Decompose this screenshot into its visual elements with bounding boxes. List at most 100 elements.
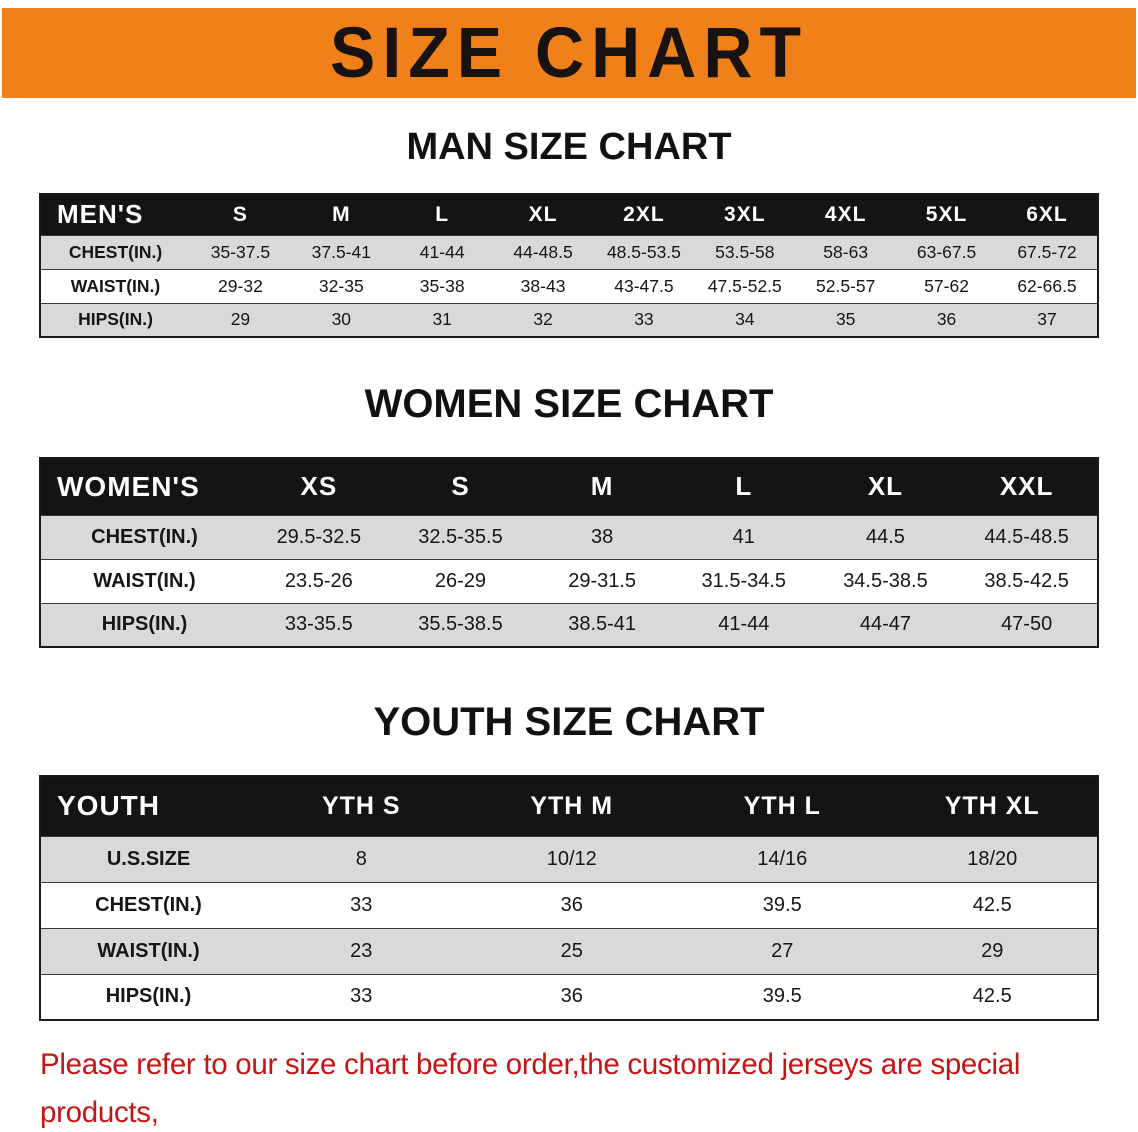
table-cell: 47.5-52.5 xyxy=(694,268,796,303)
table-cell: 43-47.5 xyxy=(593,268,695,303)
table-row: CHEST(IN.) 29.5-32.5 32.5-35.5 38 41 44.5 44.5… xyxy=(40,514,1098,559)
table-cell: 25 xyxy=(466,927,677,974)
table-cell: 41-44 xyxy=(391,234,493,269)
column-header: YTH M xyxy=(466,776,677,836)
table-cell: 36 xyxy=(466,881,677,928)
column-header: YTH S xyxy=(256,776,467,836)
table-cell: 62-66.5 xyxy=(997,268,1098,303)
row-label: CHEST(IN.) xyxy=(40,514,248,559)
table-row: CHEST(IN.) 33 36 39.5 42.5 xyxy=(40,881,1098,928)
youth-section-heading: YOUTH SIZE CHART xyxy=(373,700,765,744)
men-section-heading: MAN SIZE CHART xyxy=(406,126,732,168)
table-cell: 44.5-48.5 xyxy=(956,514,1098,559)
table-cell: 33 xyxy=(256,973,467,1020)
table-cell: 29 xyxy=(887,927,1098,974)
column-header: 6XL xyxy=(997,194,1098,235)
table-cell: 58-63 xyxy=(795,234,897,269)
row-label: WAIST(IN.) xyxy=(40,268,190,303)
table-cell: 18/20 xyxy=(887,835,1098,882)
table-cell: 14/16 xyxy=(677,835,888,882)
table-cell: 63-67.5 xyxy=(896,234,997,269)
table-cell: 34 xyxy=(694,302,796,337)
row-label: WAIST(IN.) xyxy=(40,927,256,974)
table-header-row: YOUTH YTH S YTH M YTH L YTH XL xyxy=(40,776,1098,836)
table-cell: 32-35 xyxy=(290,268,392,303)
table-cell: 34.5-38.5 xyxy=(814,558,957,603)
table-cell: 32.5-35.5 xyxy=(389,514,532,559)
table-cell: 29.5-32.5 xyxy=(248,514,390,559)
row-label: CHEST(IN.) xyxy=(40,234,190,269)
column-header: L xyxy=(672,458,815,515)
column-header: 2XL xyxy=(593,194,695,235)
table-cell: 38.5-41 xyxy=(531,602,673,647)
table-cell: 8 xyxy=(256,835,467,882)
page-title: SIZE CHART xyxy=(330,13,808,93)
table-cell: 41 xyxy=(672,514,815,559)
table-row: CHEST(IN.) 35-37.5 37.5-41 41-44 44-48.5 48.5… xyxy=(40,234,1098,269)
table-cell: 10/12 xyxy=(466,835,677,882)
table-cell: 27 xyxy=(677,927,888,974)
table-row: HIPS(IN.) 33 36 39.5 42.5 xyxy=(40,973,1098,1020)
youth-size-section: YOUTH SIZE CHART YOUTH YTH S YTH M YTH L YTH… xyxy=(0,700,1138,1021)
table-cell: 44-48.5 xyxy=(492,234,594,269)
table-cell: 32 xyxy=(492,302,594,337)
column-header: S xyxy=(190,194,291,235)
disclaimer: Please refer to our size chart before or… xyxy=(40,1041,1108,1132)
women-size-section: WOMEN SIZE CHART WOMEN'S XS S M L XL XXL CHEST(… xyxy=(0,382,1138,648)
row-label: HIPS(IN.) xyxy=(40,602,248,647)
table-cell: 44-47 xyxy=(814,602,957,647)
table-cell: 36 xyxy=(896,302,997,337)
table-cell: 37.5-41 xyxy=(290,234,392,269)
table-cell: 29 xyxy=(190,302,291,337)
table-cell: 35-37.5 xyxy=(190,234,291,269)
table-cell: 39.5 xyxy=(677,973,888,1020)
table-row: WAIST(IN.) 23 25 27 29 xyxy=(40,927,1098,974)
column-header: YTH L xyxy=(677,776,888,836)
column-header: L xyxy=(391,194,493,235)
table-cell: 33-35.5 xyxy=(248,602,390,647)
table-cell: 26-29 xyxy=(389,558,532,603)
table-cell: 31 xyxy=(391,302,493,337)
column-header: XL xyxy=(492,194,594,235)
table-title-cell: MEN'S xyxy=(40,194,190,235)
table-cell: 47-50 xyxy=(956,602,1098,647)
column-header: S xyxy=(389,458,532,515)
column-header: M xyxy=(290,194,392,235)
table-cell: 38 xyxy=(531,514,673,559)
column-header: XXL xyxy=(956,458,1098,515)
column-header: YTH XL xyxy=(887,776,1098,836)
women-size-table: WOMEN'S XS S M L XL XXL CHEST(IN.) 29.5-32.5 32.5… xyxy=(39,457,1099,648)
row-label: HIPS(IN.) xyxy=(40,302,190,337)
table-cell: 33 xyxy=(593,302,695,337)
table-cell: 29-32 xyxy=(190,268,291,303)
banner: SIZE CHART xyxy=(2,8,1136,98)
table-cell: 37 xyxy=(997,302,1098,337)
table-cell: 42.5 xyxy=(887,973,1098,1020)
table-row: U.S.SIZE 8 10/12 14/16 18/20 xyxy=(40,835,1098,882)
table-row: HIPS(IN.) 29 30 31 32 33 34 35 36 37 xyxy=(40,302,1098,337)
table-header-row: WOMEN'S XS S M L XL XXL xyxy=(40,458,1098,515)
column-header: 5XL xyxy=(896,194,997,235)
table-cell: 44.5 xyxy=(814,514,957,559)
row-label: WAIST(IN.) xyxy=(40,558,248,603)
table-cell: 35.5-38.5 xyxy=(389,602,532,647)
table-cell: 35-38 xyxy=(391,268,493,303)
table-cell: 35 xyxy=(795,302,897,337)
table-cell: 38-43 xyxy=(492,268,594,303)
table-cell: 29-31.5 xyxy=(531,558,673,603)
table-cell: 23 xyxy=(256,927,467,974)
table-cell: 48.5-53.5 xyxy=(593,234,695,269)
column-header: XS xyxy=(248,458,390,515)
table-row: WAIST(IN.) 23.5-26 26-29 29-31.5 31.5-34.5 34… xyxy=(40,558,1098,603)
men-size-section: MAN SIZE CHART MEN'S S M L XL 2XL 3XL 4XL 5XL 6XL… xyxy=(0,126,1138,338)
table-cell: 39.5 xyxy=(677,881,888,928)
table-cell: 38.5-42.5 xyxy=(956,558,1098,603)
table-row: WAIST(IN.) 29-32 32-35 35-38 38-43 43-47.5 47.… xyxy=(40,268,1098,303)
youth-size-table: YOUTH YTH S YTH M YTH L YTH XL U.S.SIZE 8 10/12… xyxy=(39,775,1099,1021)
column-header: 4XL xyxy=(795,194,897,235)
men-size-table: MEN'S S M L XL 2XL 3XL 4XL 5XL 6XL CHEST(IN.) 35-37… xyxy=(39,193,1099,338)
row-label: U.S.SIZE xyxy=(40,835,256,882)
row-label: CHEST(IN.) xyxy=(40,881,256,928)
table-cell: 30 xyxy=(290,302,392,337)
table-title-cell: YOUTH xyxy=(40,776,256,836)
